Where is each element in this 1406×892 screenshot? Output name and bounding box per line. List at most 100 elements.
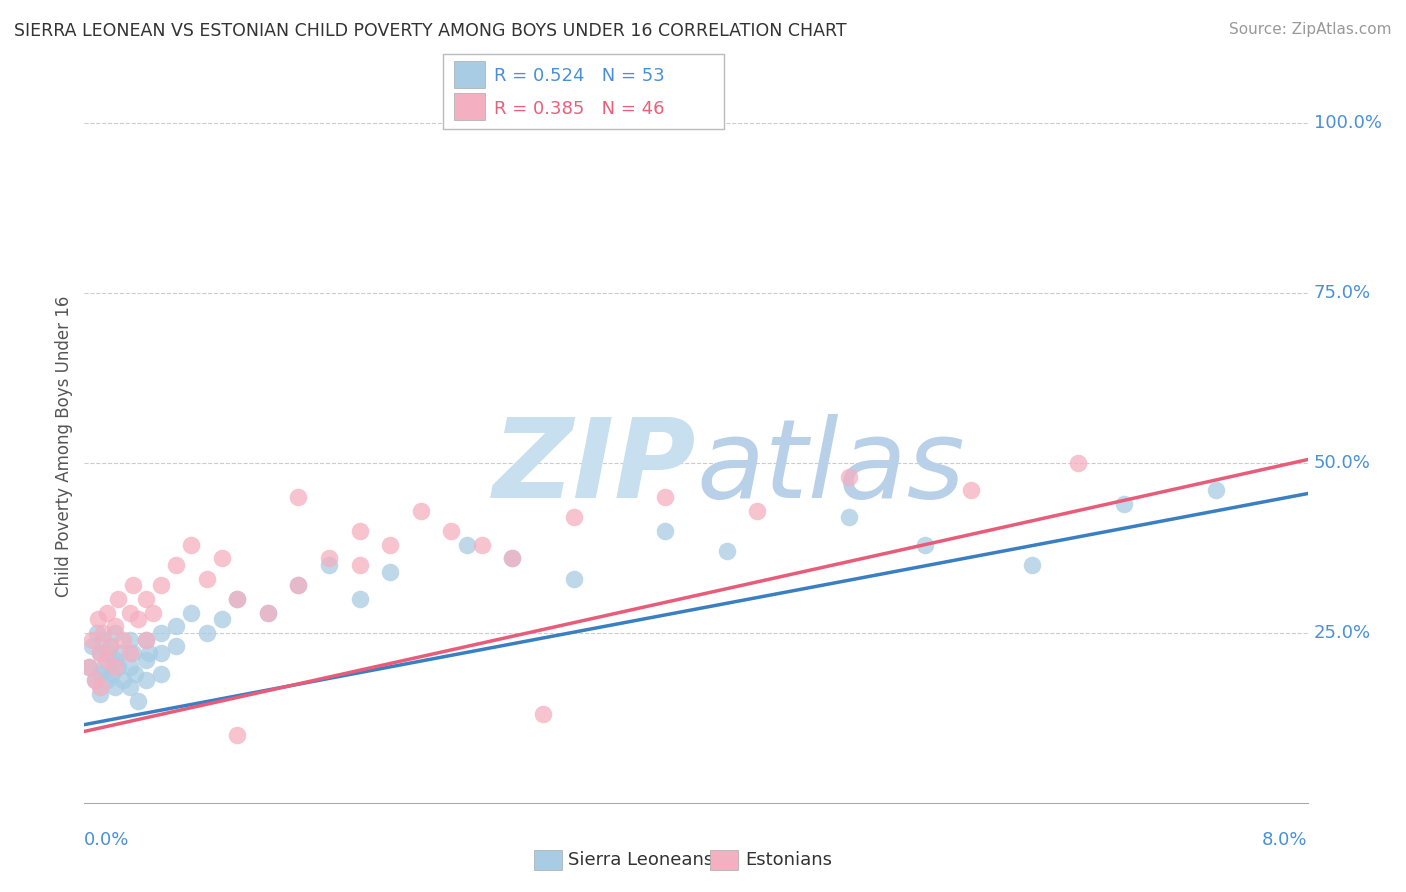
Point [226, 591, 249, 606]
Point [98, 640, 121, 654]
Point [318, 551, 340, 566]
Point [380, 565, 402, 579]
Text: R = 0.385   N = 46: R = 0.385 N = 46 [494, 100, 664, 118]
Point [122, 646, 145, 660]
Point [380, 537, 402, 551]
Point [104, 619, 127, 633]
Text: 0.0%: 0.0% [84, 831, 129, 849]
Point [180, 606, 202, 620]
Point [562, 572, 585, 586]
Point [104, 626, 127, 640]
Point [122, 578, 145, 592]
Point [195, 626, 218, 640]
Point [1205, 483, 1227, 498]
Point [87, 612, 110, 626]
Text: Sierra Leoneans: Sierra Leoneans [568, 851, 713, 869]
Point [135, 591, 157, 606]
Point [471, 537, 494, 551]
Point [89, 646, 111, 660]
Point [654, 524, 676, 538]
Point [716, 544, 738, 558]
Point [745, 503, 768, 517]
Text: R = 0.524   N = 53: R = 0.524 N = 53 [494, 67, 664, 86]
Point [226, 728, 249, 742]
Point [165, 558, 187, 572]
Point [165, 640, 187, 654]
Point [104, 653, 127, 667]
Text: 50.0%: 50.0% [1313, 454, 1371, 472]
Point [914, 537, 936, 551]
Point [98, 640, 121, 654]
Point [257, 606, 280, 620]
Point [501, 551, 523, 566]
Point [96, 646, 118, 660]
Point [349, 591, 371, 606]
Point [104, 660, 127, 674]
Point [91, 632, 114, 647]
Point [135, 653, 157, 667]
Point [180, 537, 202, 551]
Point [838, 510, 860, 524]
Point [318, 558, 340, 572]
Point [287, 490, 309, 504]
Point [149, 578, 172, 592]
Point [349, 558, 371, 572]
Text: SIERRA LEONEAN VS ESTONIAN CHILD POVERTY AMONG BOYS UNDER 16 CORRELATION CHART: SIERRA LEONEAN VS ESTONIAN CHILD POVERTY… [14, 22, 846, 40]
Point [838, 469, 860, 483]
Point [1021, 558, 1043, 572]
Point [86, 626, 108, 640]
Point [120, 606, 142, 620]
Point [101, 666, 124, 681]
Point [149, 646, 172, 660]
Point [211, 612, 233, 626]
Point [127, 694, 149, 708]
Point [135, 632, 157, 647]
Point [89, 680, 111, 694]
Point [165, 619, 187, 633]
Point [84, 673, 107, 688]
Point [107, 591, 129, 606]
Point [96, 673, 118, 688]
Point [77, 660, 100, 674]
Point [111, 673, 134, 688]
Point [93, 660, 115, 674]
Point [89, 687, 111, 701]
Point [84, 673, 107, 688]
Point [135, 632, 157, 647]
Point [654, 490, 676, 504]
Text: Estonians: Estonians [745, 851, 832, 869]
Point [127, 612, 149, 626]
Point [440, 524, 463, 538]
Point [94, 653, 117, 667]
Point [111, 632, 134, 647]
Text: ZIP: ZIP [492, 414, 696, 521]
Text: 8.0%: 8.0% [1263, 831, 1308, 849]
Point [501, 551, 523, 566]
Point [89, 646, 111, 660]
Point [138, 646, 160, 660]
Point [149, 666, 172, 681]
Point [135, 673, 157, 688]
Point [142, 606, 165, 620]
Point [104, 680, 127, 694]
Point [1114, 497, 1136, 511]
Point [77, 660, 100, 674]
Point [149, 626, 172, 640]
Point [195, 572, 218, 586]
Point [257, 606, 280, 620]
Y-axis label: Child Poverty Among Boys Under 16: Child Poverty Among Boys Under 16 [55, 295, 73, 597]
Text: 25.0%: 25.0% [1313, 624, 1371, 642]
Point [120, 660, 142, 674]
Point [107, 660, 129, 674]
Point [531, 707, 554, 722]
Point [96, 606, 118, 620]
Point [120, 680, 142, 694]
Point [1067, 456, 1090, 470]
Point [349, 524, 371, 538]
Text: 100.0%: 100.0% [1313, 114, 1382, 132]
Point [287, 578, 309, 592]
Point [287, 578, 309, 592]
Text: atlas: atlas [696, 414, 965, 521]
Text: Source: ZipAtlas.com: Source: ZipAtlas.com [1229, 22, 1392, 37]
Point [120, 646, 142, 660]
